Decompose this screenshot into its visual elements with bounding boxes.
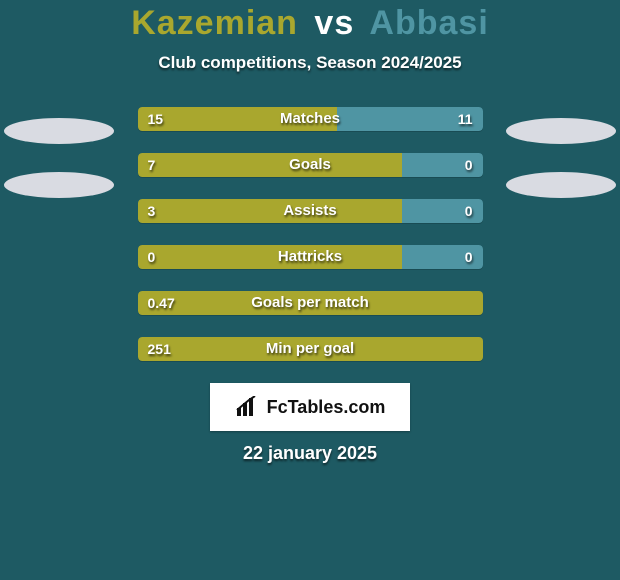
title: Kazemian vs Abbasi — [0, 4, 620, 43]
stat-row: Assists30 — [138, 199, 483, 223]
date-text: 22 january 2025 — [0, 443, 620, 464]
stat-seg-left — [138, 107, 337, 131]
comparison-bars: Matches1511 Goals70 Assists30 Hattricks00 Go… — [138, 107, 483, 361]
stat-seg-left — [138, 199, 403, 223]
stat-seg-left — [138, 291, 483, 315]
stat-seg-right — [402, 153, 482, 177]
stat-seg-left — [138, 245, 403, 269]
title-vs: vs — [314, 4, 354, 42]
stat-row: Goals per match0.47 — [138, 291, 483, 315]
side-decor-left — [4, 118, 114, 226]
stat-seg-right — [402, 199, 482, 223]
title-player2: Abbasi — [369, 4, 488, 42]
stat-row: Matches1511 — [138, 107, 483, 131]
side-decor-right — [506, 118, 616, 226]
brand-text: FcTables.com — [267, 397, 386, 418]
stat-row: Min per goal251 — [138, 337, 483, 361]
stat-seg-right — [337, 107, 483, 131]
comparison-card: Kazemian vs Abbasi Club competitions, Se… — [0, 0, 620, 580]
stat-seg-left — [138, 153, 403, 177]
stat-row: Hattricks00 — [138, 245, 483, 269]
decor-ellipse — [4, 172, 114, 198]
subtitle: Club competitions, Season 2024/2025 — [0, 53, 620, 73]
brand-badge: FcTables.com — [210, 383, 410, 431]
bar-chart-icon — [235, 396, 261, 418]
stat-seg-left — [138, 337, 483, 361]
stat-seg-right — [402, 245, 482, 269]
title-player1: Kazemian — [131, 4, 298, 42]
stat-row: Goals70 — [138, 153, 483, 177]
decor-ellipse — [506, 118, 616, 144]
decor-ellipse — [4, 118, 114, 144]
decor-ellipse — [506, 172, 616, 198]
